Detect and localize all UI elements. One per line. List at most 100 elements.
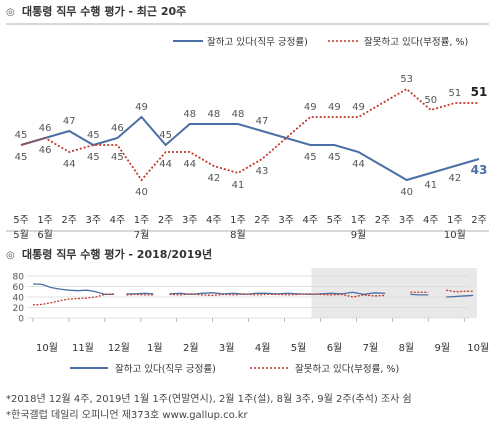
top-month-tick: 5월 [13,229,29,241]
top-week-tick: 3주 [182,215,198,226]
bottom-month-tick: 3월 [219,342,235,354]
top-disapprove-label: 44 [183,159,196,170]
top-disapprove-label: 42 [207,173,220,184]
top-disapprove-label: 44 [159,159,172,170]
bottom-month-tick: 10월 [467,342,489,354]
top-disapprove-label: 51 [449,88,462,99]
top-approve-label: 43 [471,163,488,177]
bottom-disapprove-line [32,293,114,306]
top-approve-label: 48 [207,109,220,120]
top-approve-label: 40 [400,187,413,198]
top-disapprove-label: 49 [304,102,317,113]
bottom-y-tick: 60 [13,283,25,293]
top-approve-line [20,115,480,182]
top-disapprove-label: 53 [400,74,413,85]
top-week-tick: 4주 [302,215,318,226]
top-approve-label: 49 [135,102,148,113]
bottom-title-bullet: ◎ [6,250,15,261]
bottom-disapprove-line [446,289,474,293]
top-title-bullet: ◎ [6,7,15,18]
top-approve-label: 44 [352,159,365,170]
top-disapprove-label: 41 [232,180,245,191]
bottom-approve-line [32,283,114,296]
top-month-tick: 7월 [134,229,150,241]
bottom-month-tick: 11월 [72,342,94,354]
top-approve-label: 47 [256,116,269,127]
top-week-tick: 1주 [134,215,150,226]
top-week-tick: 4주 [206,215,222,226]
top-disapprove-label: 46 [39,145,52,156]
bottom-approve-line [410,293,429,296]
top-week-tick: 4주 [423,215,439,226]
top-disapprove-label: 49 [352,102,365,113]
top-approve-label: 45 [304,152,317,163]
bottom-month-tick: 9월 [435,342,451,354]
top-week-tick: 4주 [110,215,126,226]
top-approve-label: 48 [232,109,245,120]
top-disapprove-label: 45 [87,152,100,163]
top-chart-plot: 45 46 47 45 46 49 45 48 48 48 47 45 45 44 40 41 42 43 45 46… [13,74,487,241]
bottom-legend-disapprove-label: 잘못하고 있다(부정률, %) [295,363,399,375]
bottom-month-tick: 8월 [399,342,415,354]
bottom-y-tick: 80 [13,273,25,283]
bottom-y-tick: 0 [18,315,24,325]
top-week-tick: 1주 [447,215,463,226]
bottom-approve-line [169,291,386,296]
top-month-tick: 9월 [351,229,367,241]
top-approve-label: 45 [328,152,341,163]
top-month-tick: 6월 [37,229,53,241]
top-week-tick: 2주 [471,215,487,226]
bottom-month-tick: 6월 [327,342,343,354]
bottom-y-tick: 40 [13,294,25,304]
top-legend-approve-label: 잘하고 있다(직무 긍정률) [207,36,308,48]
top-approve-label: 45 [15,130,28,141]
top-approve-label: 45 [159,130,172,141]
bottom-month-tick: 10월 [36,342,58,354]
top-week-tick: 2주 [158,215,174,226]
bottom-month-tick: 1월 [147,342,163,354]
top-week-tick: 3주 [399,215,415,226]
top-disapprove-label: 40 [135,187,148,198]
top-week-tick: 2주 [375,215,391,226]
top-week-tick: 1주 [230,215,246,226]
bottom-y-tick: 20 [13,304,25,314]
top-approve-label: 45 [87,130,100,141]
top-week-tick: 5주 [13,215,29,226]
bottom-month-tick: 7월 [363,342,379,354]
top-chart-title: 대통령 직무 수행 평가 - 최근 20주 [22,4,186,18]
top-disapprove-label: 50 [424,95,437,106]
bottom-month-tick: 2월 [183,342,199,354]
bottom-disapprove-line [126,293,154,296]
bottom-legend-approve-label: 잘하고 있다(직무 긍정률) [115,363,216,375]
footnote-survey-skips: *2018년 12월 4주, 2019년 1월 1주(연말연시), 2월 1주(… [6,394,412,405]
top-approve-label: 42 [449,173,462,184]
top-disapprove-label: 49 [328,102,341,113]
top-approve-label: 47 [63,116,76,127]
bottom-disapprove-line [169,293,386,298]
top-month-tick: 8월 [230,229,246,241]
top-approve-label: 48 [183,109,196,120]
bottom-month-tick: 5월 [291,342,307,354]
top-week-tick: 1주 [37,215,53,226]
top-week-tick: 5주 [327,215,343,226]
top-month-tick: 10월 [444,229,466,241]
top-disapprove-label: 43 [256,166,269,177]
footnote-source: *한국갤럽 데일리 오피니언 제373호 www.gallup.co.kr [6,410,248,421]
top-week-tick: 1주 [351,215,367,226]
top-week-tick: 3주 [86,215,102,226]
top-disapprove-label: 44 [63,159,76,170]
top-legend-disapprove-label: 잘못하고 있다(부정률, %) [364,36,468,48]
top-disapprove-label: 45 [15,152,28,163]
bottom-chart-title: 대통령 직무 수행 평가 - 2018/2019년 [22,247,212,261]
top-week-tick: 2주 [61,215,77,226]
top-approve-label: 46 [111,123,124,134]
bottom-month-tick: 12월 [108,342,130,354]
bottom-month-tick: 4월 [255,342,271,354]
bottom-approve-line [446,294,474,298]
top-week-tick: 3주 [278,215,294,226]
top-approve-label: 41 [424,180,437,191]
bottom-approve-line [126,292,154,295]
top-disapprove-label: 51 [471,85,488,99]
